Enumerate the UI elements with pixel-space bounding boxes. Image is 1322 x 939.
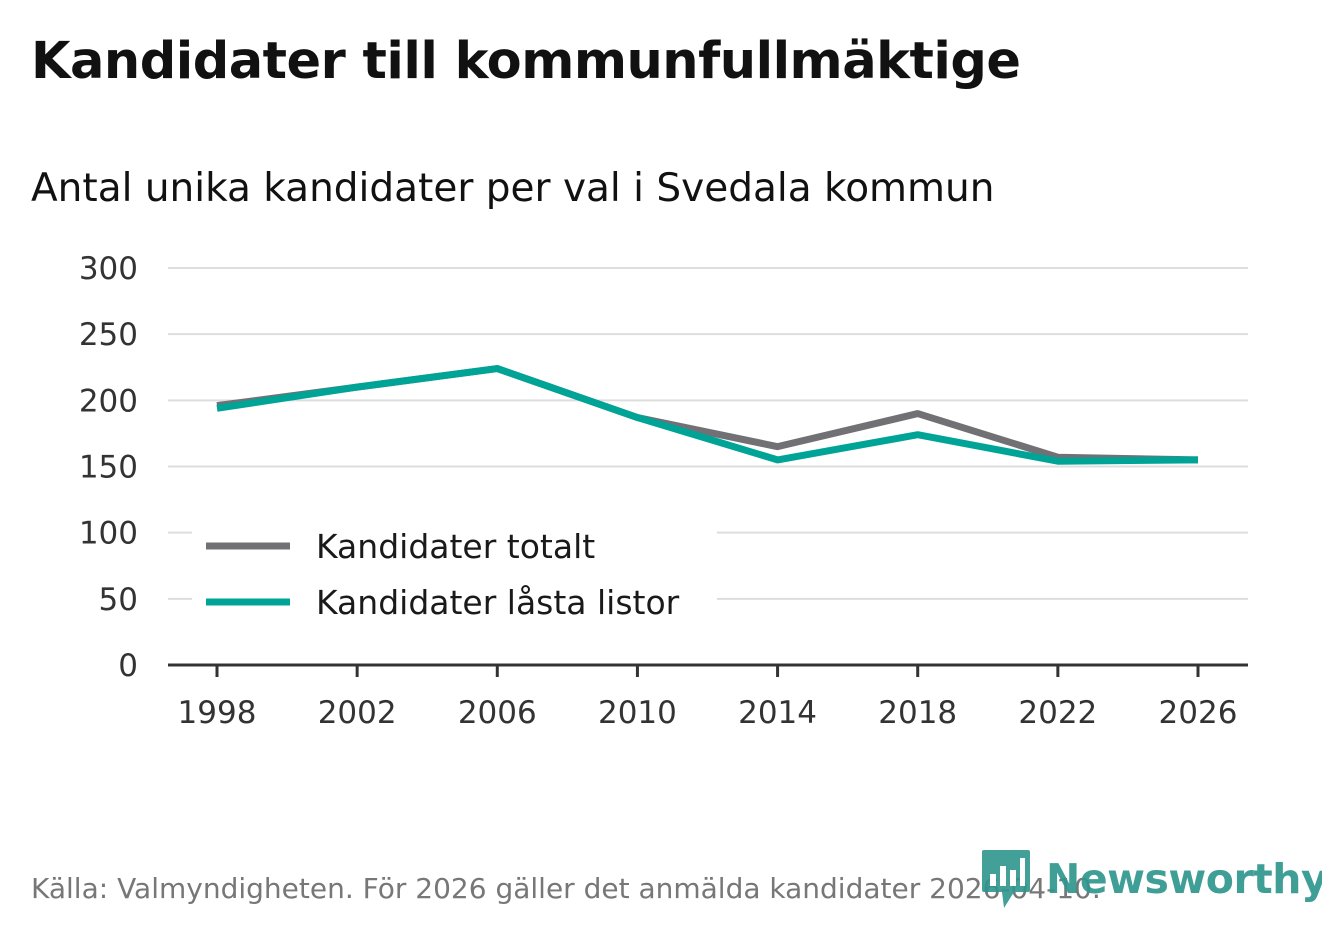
- y-tick-label-300: 300: [79, 251, 138, 287]
- x-tick-label-2002: 2002: [318, 695, 397, 731]
- chart-subtitle: Antal unika kandidater per val i Svedala…: [31, 166, 995, 211]
- legend-label-1: Kandidater låsta listor: [316, 583, 680, 622]
- legend-background: [192, 512, 717, 634]
- newsworthy-logo-icon: [982, 850, 1030, 908]
- brand-logo: Newsworthy: [980, 848, 1322, 910]
- x-tick-label-2006: 2006: [458, 695, 537, 731]
- x-tick-label-2022: 2022: [1018, 695, 1097, 731]
- y-tick-label-150: 150: [79, 450, 138, 486]
- source-note: Källa: Valmyndigheten. För 2026 gäller d…: [31, 872, 1101, 905]
- y-tick-label-250: 250: [79, 317, 138, 353]
- x-tick-label-2010: 2010: [598, 695, 677, 731]
- series-line-kandidater-totalt: [216, 365, 1199, 464]
- legend-label-0: Kandidater totalt: [316, 527, 595, 566]
- x-tick-label-2018: 2018: [878, 695, 957, 731]
- chart-title: Kandidater till kommunfullmäktige: [31, 32, 1021, 91]
- series-line-kandidater-lasta-listor: [216, 365, 1199, 465]
- x-tick-label-2026: 2026: [1159, 695, 1238, 731]
- y-tick-label-0: 0: [118, 648, 138, 684]
- brand-name: Newsworthy: [1046, 855, 1322, 903]
- y-tick-label-200: 200: [79, 383, 138, 419]
- y-tick-label-50: 50: [99, 582, 138, 618]
- x-tick-label-2014: 2014: [738, 695, 817, 731]
- y-tick-label-100: 100: [79, 516, 138, 552]
- x-tick-label-1998: 1998: [178, 695, 257, 731]
